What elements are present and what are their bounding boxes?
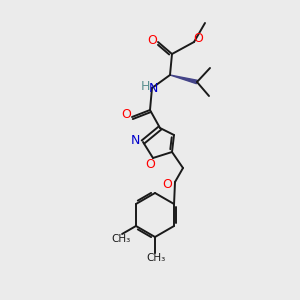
Text: O: O bbox=[147, 34, 157, 46]
Polygon shape bbox=[170, 75, 197, 84]
Text: CH₃: CH₃ bbox=[146, 253, 166, 263]
Text: H: H bbox=[140, 80, 150, 94]
Text: O: O bbox=[193, 32, 203, 46]
Text: CH₃: CH₃ bbox=[112, 234, 131, 244]
Text: N: N bbox=[130, 134, 140, 146]
Text: O: O bbox=[162, 178, 172, 190]
Text: N: N bbox=[148, 82, 158, 95]
Text: O: O bbox=[121, 109, 131, 122]
Text: O: O bbox=[145, 158, 155, 172]
